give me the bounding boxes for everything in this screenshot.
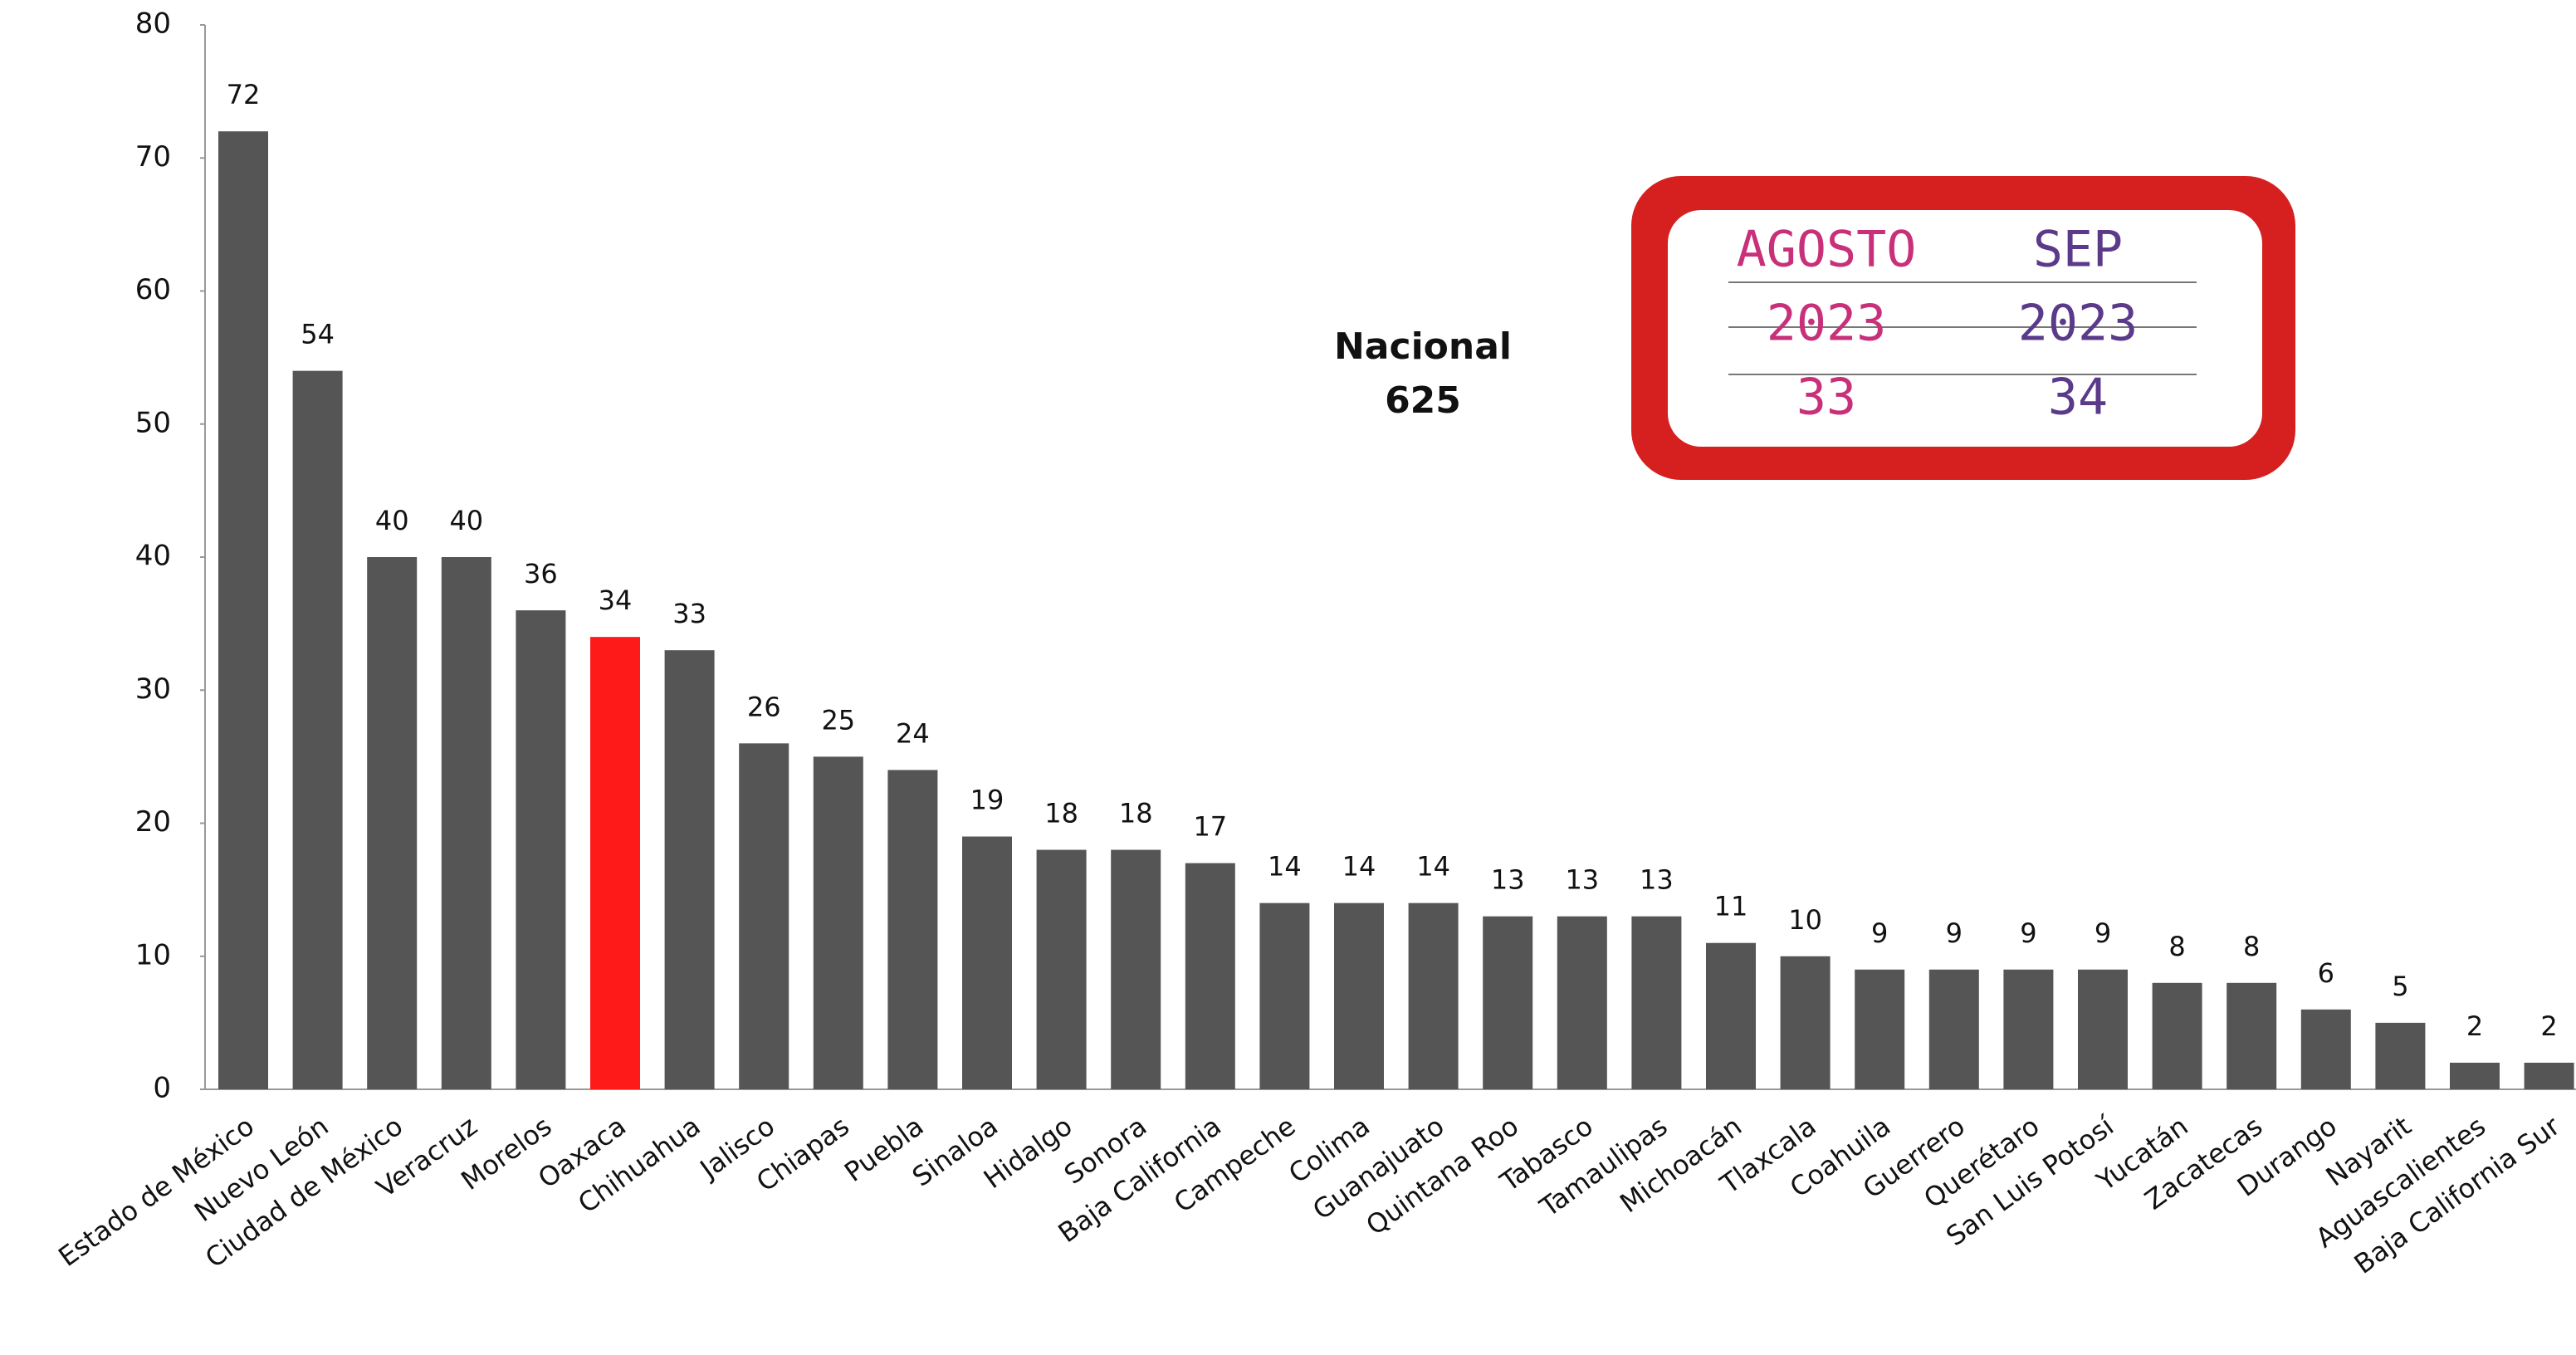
- y-tick-label: 70: [135, 140, 171, 174]
- bar: [590, 637, 640, 1089]
- bar: [2227, 982, 2277, 1089]
- bar: [367, 557, 418, 1089]
- bar: [739, 743, 789, 1089]
- value-label: 25: [821, 704, 855, 736]
- value-label: 13: [1565, 864, 1599, 896]
- comparison-year: 2023: [1767, 295, 1887, 353]
- comparison-value: 34: [2048, 369, 2108, 427]
- bar: [1185, 863, 1235, 1089]
- value-label: 14: [1416, 851, 1450, 883]
- bar: [1780, 956, 1831, 1089]
- bar: [1631, 916, 1682, 1089]
- bar: [516, 610, 566, 1089]
- y-tick-label: 40: [135, 540, 171, 573]
- value-label: 11: [1714, 891, 1748, 922]
- bar: [441, 557, 491, 1089]
- y-tick-label: 50: [135, 406, 171, 439]
- y-tick-label: 0: [153, 1072, 171, 1105]
- value-label: 13: [1640, 864, 1674, 896]
- bar: [292, 370, 343, 1089]
- national-label: Nacional: [1334, 325, 1512, 368]
- bar: [813, 756, 863, 1089]
- value-label: 9: [1871, 917, 1888, 949]
- y-tick-label: 60: [135, 273, 171, 306]
- value-label: 8: [2243, 931, 2260, 962]
- bar: [2003, 969, 2054, 1089]
- bar: [2300, 1009, 2351, 1089]
- y-tick-label: 20: [135, 805, 171, 839]
- y-tick-label: 10: [135, 938, 171, 971]
- value-label: 10: [1788, 904, 1822, 936]
- value-label: 13: [1491, 864, 1525, 896]
- bar: [1036, 849, 1087, 1089]
- value-label: 6: [2318, 957, 2334, 989]
- bar: [1855, 969, 1905, 1089]
- comparison-month: AGOSTO: [1737, 221, 1917, 279]
- bar: [1928, 969, 1979, 1089]
- value-label: 14: [1268, 851, 1302, 883]
- national-total: 625: [1385, 379, 1461, 422]
- value-label: 36: [524, 558, 558, 589]
- bar: [2524, 1062, 2574, 1089]
- bar: [1557, 916, 1607, 1089]
- comparison-year: 2023: [2018, 295, 2139, 353]
- value-label: 17: [1193, 811, 1227, 843]
- bar: [2078, 969, 2128, 1089]
- value-label: 33: [672, 598, 706, 629]
- value-label: 40: [375, 505, 409, 536]
- bar: [2375, 1022, 2426, 1089]
- bar: [2450, 1062, 2500, 1089]
- value-label: 19: [970, 785, 1004, 816]
- bar: [664, 650, 715, 1089]
- value-label: 8: [2168, 931, 2185, 962]
- bar: [1706, 942, 1756, 1089]
- value-label: 26: [747, 691, 781, 722]
- bar: [1334, 903, 1384, 1089]
- value-label: 72: [227, 79, 261, 110]
- y-tick-label: 30: [135, 673, 171, 706]
- bar: [2152, 982, 2202, 1089]
- comparison-value: 33: [1796, 369, 1856, 427]
- y-tick-label: 80: [135, 7, 171, 41]
- value-label: 34: [599, 585, 633, 616]
- bar: [1111, 849, 1161, 1089]
- value-label: 40: [449, 505, 483, 536]
- value-label: 9: [2020, 917, 2036, 949]
- value-label: 9: [2095, 917, 2111, 949]
- bar: [1259, 903, 1310, 1089]
- value-label: 9: [1946, 917, 1963, 949]
- value-label: 24: [896, 717, 930, 749]
- value-label: 18: [1044, 798, 1078, 829]
- bar: [1483, 916, 1533, 1089]
- value-label: 2: [2540, 1010, 2557, 1042]
- comparison-month: SEP: [2033, 221, 2123, 279]
- value-label: 14: [1342, 851, 1376, 883]
- bar: [887, 770, 938, 1089]
- value-label: 18: [1119, 798, 1153, 829]
- value-label: 5: [2392, 971, 2408, 1002]
- bar: [1408, 903, 1459, 1089]
- comparison-panel: [1668, 210, 2262, 447]
- value-label: 2: [2466, 1010, 2483, 1042]
- value-label: 54: [301, 319, 335, 350]
- bar: [962, 836, 1012, 1089]
- bar: [218, 131, 268, 1090]
